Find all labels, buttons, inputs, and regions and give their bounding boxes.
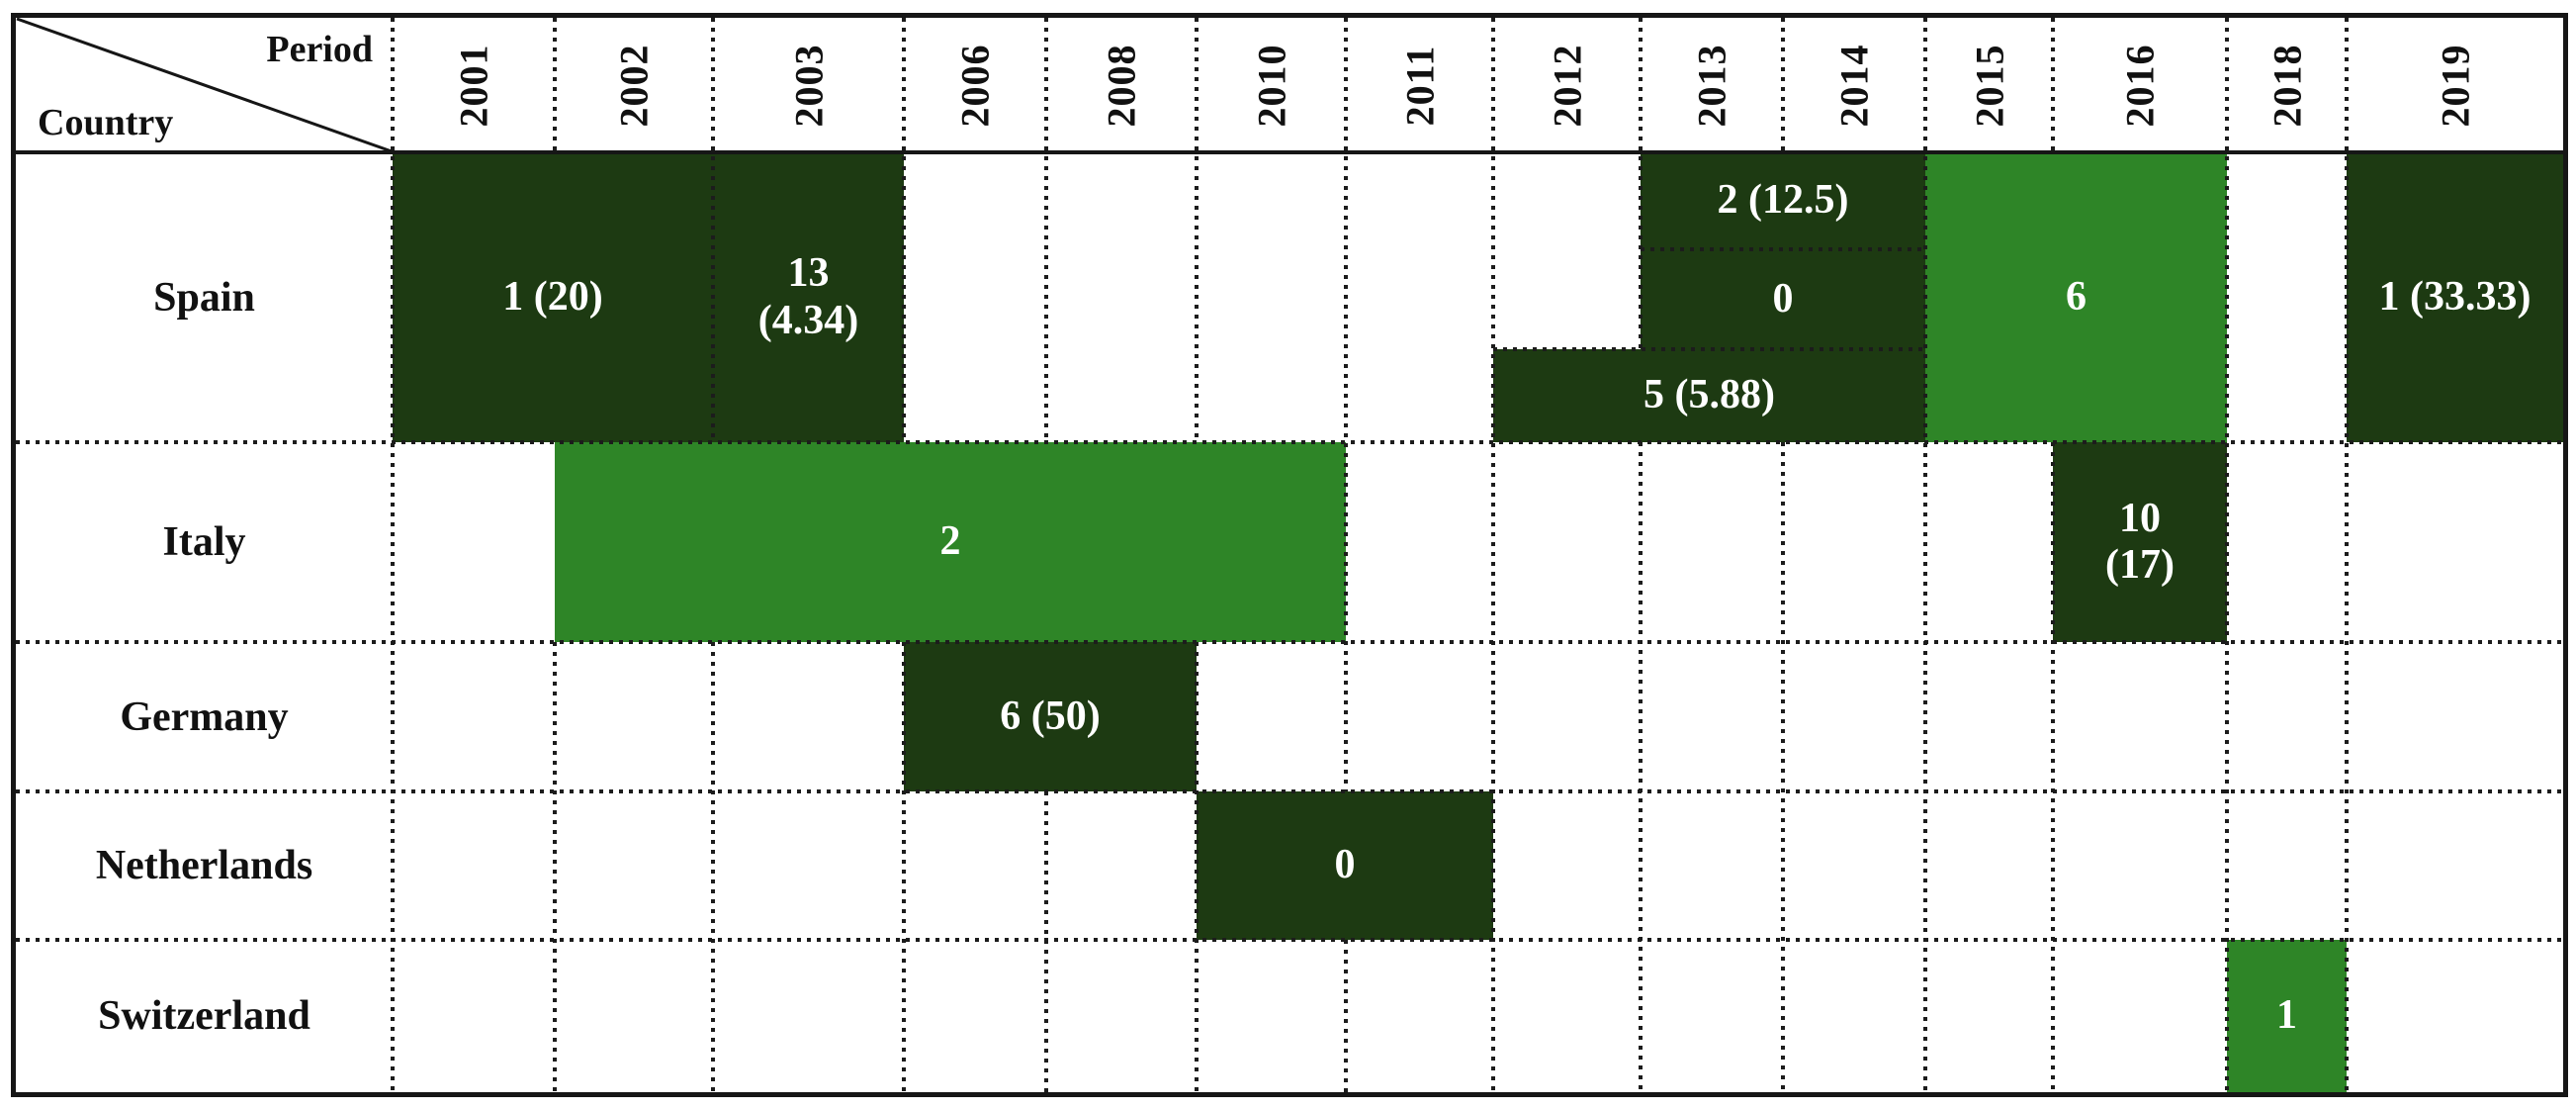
country-header-label: Country — [38, 102, 174, 143]
year-label: 2015 — [1967, 44, 2011, 127]
header-divider-line — [16, 150, 2563, 154]
year-header-2015: 2015 — [1925, 18, 2053, 152]
grid-vline — [902, 18, 906, 442]
year-header-2001: 2001 — [393, 18, 555, 152]
cell-spain-2019: 1 (33.33) — [2347, 152, 2563, 442]
cell-spain-2013-2014-top: 2 (12.5) — [1641, 152, 1925, 249]
cell-value: 2 (12.5) — [1717, 177, 1849, 224]
year-label: 2002 — [611, 44, 657, 127]
cell-spain-2013-2014-middle: 0 — [1641, 249, 1925, 349]
grid-vline — [1781, 442, 1785, 1092]
grid-vline — [711, 18, 715, 442]
year-label: 2019 — [2433, 44, 2477, 127]
year-label: 2012 — [1545, 44, 1589, 127]
year-header-2011: 2011 — [1346, 18, 1493, 152]
cell-value: 6 — [2066, 273, 2087, 320]
cell-value: 13 (4.34) — [757, 250, 859, 343]
grid-vline — [1044, 18, 1048, 442]
year-header-2006: 2006 — [904, 18, 1046, 152]
year-header-2002: 2002 — [555, 18, 713, 152]
grid-hline — [16, 938, 2563, 942]
cell-value: 6 (50) — [1000, 693, 1101, 739]
row-label-spain: Spain — [153, 274, 255, 321]
period-header-label: Period — [266, 29, 373, 70]
year-label: 2008 — [1099, 44, 1144, 127]
grid-vline — [1195, 18, 1199, 442]
year-header-2012: 2012 — [1493, 18, 1641, 152]
grid-vline — [1923, 18, 1927, 1092]
cell-spain-2015-2016: 6 — [1925, 152, 2227, 442]
period-country-heatmap-table: 1 (20) 13 (4.34) 2 (12.5) 0 5 (5.88) 6 1 (33.3… — [11, 13, 2568, 1097]
grid-vline — [1195, 642, 1199, 1092]
grid-vline — [391, 18, 395, 1092]
year-label: 2006 — [952, 44, 998, 127]
cell-value: 0 — [1334, 842, 1356, 888]
cell-spain-2001-2002: 1 (20) — [393, 152, 713, 442]
year-header-2003: 2003 — [713, 18, 904, 152]
cell-value: 1 (20) — [502, 273, 603, 320]
year-label: 2014 — [1831, 44, 1877, 127]
cell-netherlands-2010-2011: 0 — [1197, 791, 1493, 940]
grid-vline — [1044, 791, 1048, 1092]
cell-value: 1 (33.33) — [2378, 273, 2532, 320]
grid-vline — [1491, 18, 1495, 1092]
grid-vline — [553, 18, 557, 152]
year-header-2008: 2008 — [1046, 18, 1197, 152]
cell-value: 1 — [2276, 992, 2297, 1039]
year-label: 2013 — [1689, 44, 1734, 127]
year-header-2010: 2010 — [1197, 18, 1346, 152]
grid-vline — [902, 642, 906, 1092]
corner-header-cell: Period Country — [16, 18, 393, 152]
grid-vline — [2051, 18, 2055, 152]
grid-vline — [1781, 18, 1785, 152]
cell-spain-2012-2014-bottom: 5 (5.88) — [1493, 349, 1925, 442]
grid-hline — [1493, 347, 1925, 351]
row-label-germany: Germany — [120, 694, 289, 740]
grid-hline — [16, 440, 2563, 444]
grid-vline — [1344, 940, 1348, 1092]
year-label: 2003 — [786, 44, 831, 127]
year-label: 2011 — [1396, 45, 1442, 126]
grid-vline — [1344, 18, 1348, 791]
year-header-2014: 2014 — [1783, 18, 1925, 152]
grid-hline — [16, 789, 2563, 793]
grid-vline — [2345, 18, 2349, 1092]
row-label-italy: Italy — [162, 519, 246, 565]
cell-value: 10 (17) — [2105, 495, 2175, 588]
row-label-netherlands: Netherlands — [95, 843, 313, 888]
year-header-2019: 2019 — [2347, 18, 2563, 152]
year-header-2016: 2016 — [2053, 18, 2227, 152]
year-label: 2010 — [1249, 44, 1293, 127]
cell-value: 5 (5.88) — [1643, 372, 1775, 418]
year-label: 2018 — [2265, 44, 2309, 127]
cell-switzerland-2018: 1 — [2227, 940, 2347, 1092]
grid-vline — [1639, 18, 1643, 349]
year-header-2013: 2013 — [1641, 18, 1783, 152]
grid-vline — [711, 642, 715, 1092]
cell-germany-2006-2008: 6 (50) — [904, 642, 1197, 791]
grid-vline — [553, 642, 557, 1092]
cell-value: 2 — [939, 518, 961, 565]
grid-hline — [16, 640, 2563, 644]
cell-value: 0 — [1772, 275, 1794, 322]
grid-vline — [2225, 18, 2229, 1092]
year-header-2018: 2018 — [2227, 18, 2347, 152]
grid-vline — [1639, 442, 1643, 1092]
grid-vline — [2051, 442, 2055, 1092]
year-label: 2001 — [451, 44, 496, 127]
row-label-switzerland: Switzerland — [98, 993, 311, 1039]
cell-spain-2003: 13 (4.34) — [713, 152, 904, 442]
year-label: 2016 — [2117, 44, 2163, 127]
cell-italy-2016: 10 (17) — [2053, 442, 2227, 642]
cell-italy-2002-2010: 2 — [555, 442, 1346, 642]
diagonal-line — [16, 18, 393, 152]
grid-hline — [1641, 247, 1925, 251]
